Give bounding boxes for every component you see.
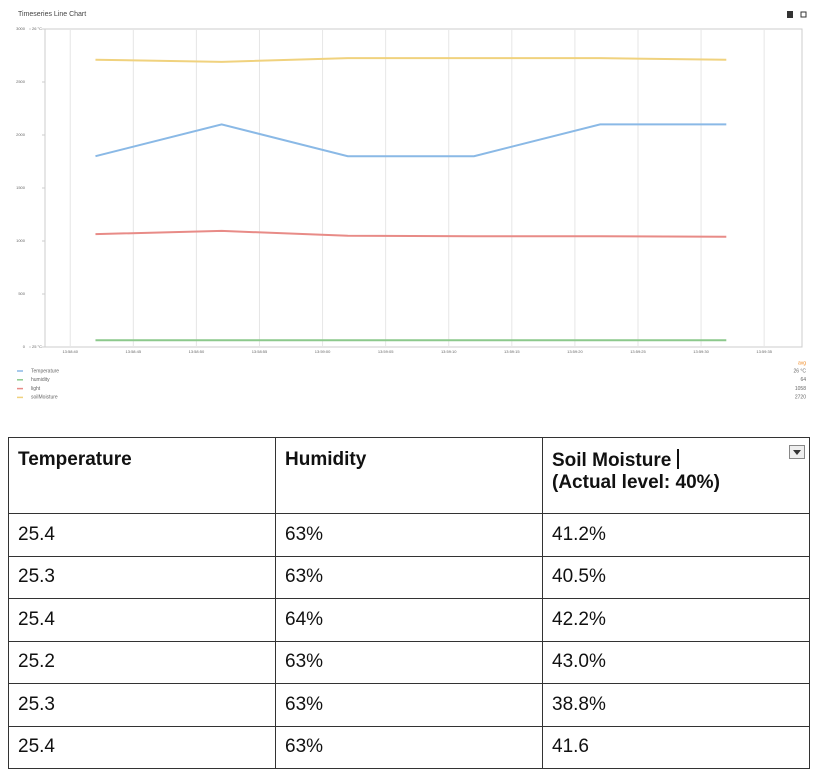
table-cell: 25.4 xyxy=(8,725,276,769)
header-row: Temperature Humidity Soil Moisture (Actua… xyxy=(8,437,810,514)
fullscreen-icon[interactable] xyxy=(800,11,807,18)
table-row: 25.3 63% 38.8% xyxy=(8,683,810,727)
chart-title: Timeseries Line Chart xyxy=(18,11,86,18)
table-cell: 42.2% xyxy=(542,598,810,642)
series-line xyxy=(95,123,727,158)
table-cell: 38.8% xyxy=(542,683,810,727)
table-cell: 25.2 xyxy=(8,640,276,684)
legend-value: 2720 xyxy=(795,395,806,401)
x-tick-label: 13:58:40 xyxy=(62,349,78,354)
table-cell: 41.6 xyxy=(542,725,810,769)
table-cell: 40.5% xyxy=(542,555,810,599)
x-tick-label: 13:58:50 xyxy=(189,349,205,354)
table-cell: 25.3 xyxy=(8,683,276,727)
series-line xyxy=(95,57,727,63)
x-tick-label: 13:59:10 xyxy=(441,349,457,354)
download-icon[interactable] xyxy=(787,11,793,18)
legend-label: humidity xyxy=(31,377,50,383)
header-cell: Soil Moisture (Actual level: 40%) xyxy=(542,437,810,514)
header-cell: Humidity xyxy=(275,437,543,514)
legend-value: 64 xyxy=(800,377,806,383)
header-cell: Temperature xyxy=(8,437,276,514)
table-cell: 63% xyxy=(275,683,543,727)
x-tick-label: 13:58:45 xyxy=(126,349,142,354)
x-tick-label: 13:59:05 xyxy=(378,349,394,354)
legend-header: avg xyxy=(798,360,806,366)
y-tick-label: 2500 xyxy=(16,79,26,84)
plot-frame xyxy=(44,28,803,348)
header-text: Soil Moisture xyxy=(552,450,672,471)
table-cell: 63% xyxy=(275,513,543,557)
table-row: 25.4 63% 41.6 xyxy=(8,725,810,769)
y-tick-label: 3000 xyxy=(16,26,26,31)
y-tick-label: 0 xyxy=(23,344,26,349)
x-tick-label: 13:59:30 xyxy=(693,349,709,354)
table-cell: 25.3 xyxy=(8,555,276,599)
table-cell: 64% xyxy=(275,598,543,642)
series-line xyxy=(95,229,727,238)
y2-tick-label: 26 °C xyxy=(32,26,42,31)
x-tick-label: 13:59:35 xyxy=(756,349,772,354)
data-table: Temperature Humidity Soil Moisture (Actua… xyxy=(8,437,810,769)
x-tick-label: 13:59:20 xyxy=(567,349,583,354)
legend-label: soilMoisture xyxy=(31,395,58,401)
header-note: (Actual level: 40%) xyxy=(552,472,720,493)
chart: Timeseries Line Chart 0 500 1000 1500 2000 25… xyxy=(16,11,807,401)
table-cell: 63% xyxy=(275,725,543,769)
table-row: 25.4 64% 42.2% xyxy=(8,598,810,642)
x-tick-label: 13:59:25 xyxy=(630,349,646,354)
table-cell: 25.4 xyxy=(8,513,276,557)
table-cell: 63% xyxy=(275,640,543,684)
legend-label: Temperature xyxy=(31,368,59,374)
y-tick-label: 1000 xyxy=(16,238,26,243)
table-row: 25.4 63% 41.2% xyxy=(8,513,810,557)
table-row: 25.3 63% 40.5% xyxy=(8,555,810,599)
x-tick-label: 13:59:00 xyxy=(315,349,331,354)
x-tick-label: 13:59:15 xyxy=(504,349,520,354)
table-row: 25.2 63% 43.0% xyxy=(8,640,810,684)
y-tick-label: 1500 xyxy=(16,185,26,190)
x-tick-label: 13:58:55 xyxy=(252,349,268,354)
table-cell: 25.4 xyxy=(8,598,276,642)
table-cell: 41.2% xyxy=(542,513,810,557)
dropdown-button[interactable] xyxy=(789,445,805,459)
legend-label: light xyxy=(31,386,41,392)
legend-value: 26 °C xyxy=(793,368,806,374)
legend-value: 1058 xyxy=(795,386,806,392)
text-cursor xyxy=(677,449,680,469)
y2-tick-label: 25 °C xyxy=(32,344,42,349)
y-tick-label: 2000 xyxy=(16,132,26,137)
y-tick-label: 500 xyxy=(18,291,25,296)
table-cell: 43.0% xyxy=(542,640,810,684)
table-cell: 63% xyxy=(275,555,543,599)
